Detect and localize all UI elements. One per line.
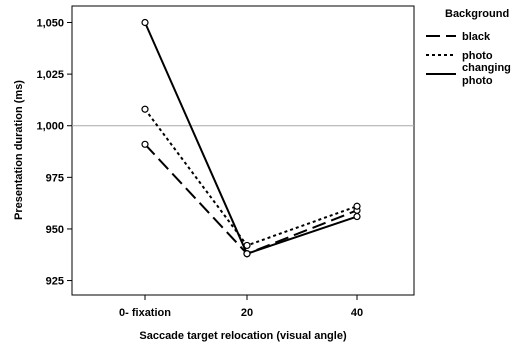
x-tick-label: 40 <box>351 307 363 319</box>
y-axis: 925 950 975 1,000 1,025 1,050 <box>36 18 72 288</box>
series-layer <box>141 18 361 258</box>
y-tick-label: 1,025 <box>36 69 64 81</box>
series-line <box>144 143 358 255</box>
plot-area <box>71 5 415 296</box>
legend-label: black <box>462 31 491 43</box>
series-line <box>144 22 358 255</box>
y-tick-label: 1,000 <box>36 121 64 133</box>
data-point <box>141 18 149 27</box>
legend-label-line: changing <box>462 62 511 74</box>
data-point <box>353 202 361 210</box>
legend-label: changing photo <box>462 62 511 87</box>
legend-title: Background <box>445 8 509 20</box>
data-point <box>141 140 149 148</box>
data-point <box>141 105 149 113</box>
y-tick-label: 925 <box>46 276 64 288</box>
y-tick-label: 950 <box>46 224 64 236</box>
legend-label: photo <box>462 50 493 62</box>
data-point <box>243 250 251 258</box>
x-tick-label: 20 <box>241 307 253 319</box>
y-axis-label: Presentation duration (ms) <box>13 80 25 220</box>
legend-label-line: photo <box>462 75 493 87</box>
x-axis-label: Saccade target relocation (visual angle) <box>139 330 347 342</box>
x-tick-label: 0- fixation <box>119 307 171 319</box>
y-tick-label: 1,050 <box>36 18 64 30</box>
data-point <box>353 212 361 221</box>
x-axis: 0- fixation 20 40 <box>119 295 363 319</box>
y-tick-label: 975 <box>46 172 64 184</box>
